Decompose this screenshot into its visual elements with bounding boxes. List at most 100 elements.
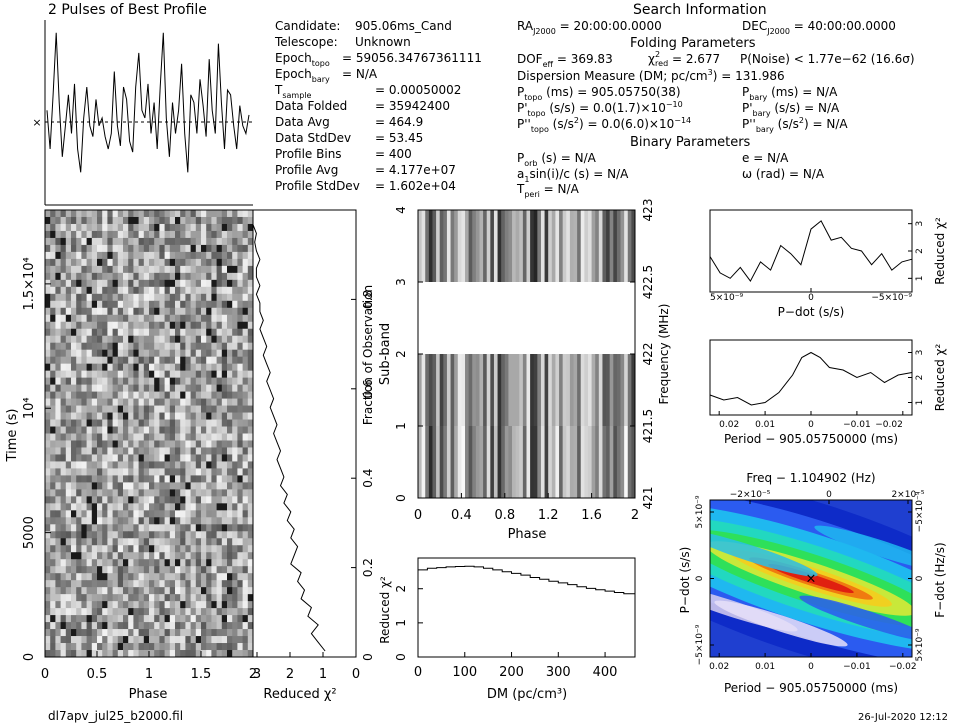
heatmap-cell <box>50 279 56 288</box>
heatmap-cell <box>91 496 98 504</box>
heatmap-cell <box>227 622 233 630</box>
heatmap-cell <box>237 615 243 623</box>
heatmap-cell <box>180 601 186 609</box>
heatmap-cell <box>237 356 243 365</box>
heatmap-cell <box>107 433 113 441</box>
heatmap-cell <box>185 391 191 399</box>
heatmap-cell <box>149 517 155 525</box>
heatmap-cell <box>195 573 202 581</box>
heatmap-cell <box>138 244 145 253</box>
heatmap-cell <box>232 482 238 490</box>
heatmap-cell <box>450 210 455 282</box>
heatmap-cell <box>107 349 113 358</box>
heatmap-cell <box>221 216 228 225</box>
heatmap-cell <box>138 433 145 441</box>
heatmap-cell <box>232 258 238 267</box>
heatmap-cell <box>45 447 51 455</box>
heatmap-cell <box>237 489 243 497</box>
heatmap-cell <box>55 237 61 246</box>
heatmap-cell <box>237 370 243 379</box>
heatmap-cell <box>107 622 113 630</box>
heatmap-cell <box>247 377 254 386</box>
heatmap-cell <box>247 489 254 497</box>
heatmap-cell <box>86 258 93 267</box>
heatmap-cell <box>609 210 614 282</box>
heatmap-cell <box>91 300 98 309</box>
x-tick-label: 0 <box>414 665 422 680</box>
heatmap-cell <box>138 272 145 281</box>
heatmap-cell <box>154 244 160 253</box>
heatmap-cell <box>76 314 82 323</box>
heatmap-cell <box>76 440 82 448</box>
heatmap-cell <box>195 503 202 511</box>
heatmap-cell <box>112 335 119 344</box>
heatmap-cell <box>483 426 488 498</box>
heatmap-cell <box>45 440 51 448</box>
heatmap-cell <box>107 419 113 427</box>
heatmap-cell <box>81 328 87 337</box>
x-tick-label: 0 <box>808 293 814 303</box>
heatmap-cell <box>128 412 134 420</box>
pdot-chi-frame <box>709 209 913 293</box>
heatmap-cell <box>102 265 108 274</box>
x-tick-label: 0 <box>808 420 814 430</box>
heatmap-cell <box>591 210 596 282</box>
heatmap-cell <box>247 510 254 518</box>
y2-tick-label: −5×10⁻⁹ <box>915 491 925 532</box>
heatmap-cell <box>86 370 93 379</box>
heatmap-cell <box>232 559 238 567</box>
heatmap-cell <box>201 629 207 637</box>
heatmap-cell <box>86 210 93 218</box>
heatmap-cell <box>180 643 186 651</box>
heatmap-cell <box>65 440 72 448</box>
heatmap-cell <box>159 244 165 253</box>
heatmap-cell <box>227 545 233 553</box>
heatmap-cell <box>216 482 223 490</box>
heatmap-cell <box>143 363 150 372</box>
heatmap-cell <box>232 538 238 546</box>
heatmap-cell <box>65 391 72 399</box>
heatmap-cell <box>81 482 87 490</box>
heatmap-cell <box>201 622 207 630</box>
heatmap-cell <box>175 398 181 406</box>
heatmap-cell <box>60 475 67 483</box>
heatmap-cell <box>232 244 238 253</box>
heatmap-cell <box>247 636 254 644</box>
heatmap-cell <box>175 440 181 448</box>
heatmap-cell <box>102 279 108 288</box>
heatmap-cell <box>143 210 150 218</box>
heatmap-cell <box>143 524 150 532</box>
heatmap-cell <box>133 258 139 267</box>
heatmap-cell <box>45 300 51 309</box>
heatmap-cell <box>149 496 155 504</box>
y-tick-label: 0 <box>394 494 408 502</box>
heatmap-cell <box>247 482 254 490</box>
heatmap-cell <box>159 405 165 413</box>
heatmap-cell <box>522 354 527 426</box>
heatmap-cell <box>247 573 254 581</box>
heatmap-cell <box>97 461 103 469</box>
heatmap-cell <box>102 314 108 323</box>
heatmap-cell <box>45 552 51 560</box>
heatmap-cell <box>211 426 217 434</box>
x-tick-label: 5×10⁻⁹ <box>710 293 743 303</box>
heatmap-cell <box>102 307 108 316</box>
heatmap-cell <box>237 440 243 448</box>
heatmap-cell <box>45 216 51 225</box>
heatmap-cell <box>211 321 217 330</box>
heatmap-cell <box>195 622 202 630</box>
heatmap-cell <box>432 354 437 426</box>
heatmap-cell <box>86 314 93 323</box>
heatmap-cell <box>164 482 171 490</box>
heatmap-cell <box>211 524 217 532</box>
heatmap-cell <box>91 405 98 413</box>
heatmap-cell <box>86 475 93 483</box>
heatmap-cell <box>76 244 82 253</box>
heatmap-cell <box>201 461 207 469</box>
heatmap-cell <box>237 412 243 420</box>
heatmap-cell <box>128 601 134 609</box>
heatmap-cell <box>154 300 160 309</box>
heatmap-cell <box>102 293 108 302</box>
heatmap-cell <box>149 622 155 630</box>
heatmap-cell <box>169 244 176 253</box>
